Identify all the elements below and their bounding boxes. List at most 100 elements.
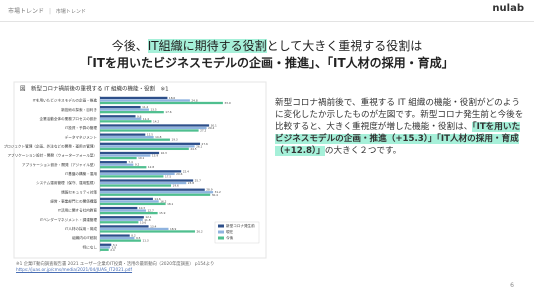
bar [100, 191, 214, 194]
bar [100, 151, 160, 155]
bar [100, 166, 147, 169]
bar [100, 163, 134, 166]
value-label: 23.8 [188, 181, 194, 185]
value-label: 20.6 [176, 172, 182, 176]
footnote: ※1 企業IT動向調査報告書 2021 ユーザー企業のIT投資・活用の最新動向（… [16, 262, 214, 274]
bar [100, 221, 139, 224]
bar [100, 218, 143, 221]
category-label: 情報セキュリティ対策 [61, 189, 97, 194]
footnote-url[interactable]: https://juas.or.jp/cms/media/2021/04/JUA… [16, 268, 133, 273]
bar [100, 209, 147, 212]
value-label: 17.5 [165, 174, 171, 178]
footnote-source: ※1 企業IT動向調査報告書 2021 ユーザー企業のIT投資・活用の最新動向（… [16, 262, 215, 267]
bar [100, 193, 211, 196]
bar [100, 105, 141, 109]
bar [100, 246, 111, 249]
bar [100, 227, 169, 231]
category-label: アプリケーション設計・開発（アジャイル型） [22, 162, 97, 167]
category-label: 組織内のIT統制 [72, 235, 97, 240]
bar [100, 108, 149, 111]
title-line-2: 「ITを用いたビジネスモデルの企画・推進」、「IT人材の採用・育成」 [80, 56, 454, 70]
legend-swatch [218, 224, 224, 228]
value-label: 11.2 [142, 105, 148, 109]
value-label: 13.9 [152, 154, 158, 158]
value-label: 15.9 [159, 211, 165, 215]
legend-swatch [218, 230, 224, 234]
value-label: 27.6 [202, 142, 208, 146]
page-number: 6 [510, 282, 514, 289]
bar [100, 175, 164, 178]
value-label: 24.8 [191, 98, 197, 102]
category-label: データマネジメント [65, 134, 98, 139]
chart-frame [13, 81, 267, 259]
bar [100, 230, 195, 233]
category-label: システム運用管理（保守、運用監視） [36, 180, 97, 185]
value-label: 14.2 [153, 119, 159, 123]
bar [100, 170, 182, 173]
header: 市場トレンド | 市場トレンド [8, 8, 86, 15]
bar [100, 216, 144, 219]
bar [100, 101, 223, 105]
legend-label: 新型コロナ発生前 [226, 223, 255, 228]
bar [100, 136, 154, 139]
value-label: 18.6 [169, 96, 175, 100]
bar [100, 200, 159, 203]
value-label: 18.9 [170, 227, 176, 231]
bar [100, 115, 136, 118]
value-label: 26.2 [196, 229, 202, 233]
bar [100, 133, 146, 136]
bar [100, 239, 141, 242]
bar [100, 145, 195, 148]
value-label: 10.6 [140, 220, 146, 224]
value-label: 8.2 [131, 234, 136, 238]
bar [100, 111, 164, 114]
value-label: 9.2 [135, 163, 140, 167]
value-label: 13.5 [150, 108, 156, 112]
value-label: 28.9 [206, 188, 212, 192]
bar [100, 124, 210, 127]
value-label: 17.6 [165, 110, 171, 114]
bar [100, 202, 166, 206]
bar [100, 188, 205, 191]
value-label: 12.5 [147, 133, 153, 137]
value-label: 30.4 [212, 193, 218, 197]
value-label: 12.8 [148, 165, 154, 169]
category-label: 新技術の探索・目利き [61, 107, 97, 112]
bar [100, 154, 151, 157]
bar [100, 147, 189, 151]
value-label: 7.4 [128, 160, 133, 164]
value-label: 33.9 [224, 101, 230, 105]
logo: nulab [492, 3, 524, 14]
section: 市場トレンド [8, 8, 45, 15]
value-label: 3.1 [113, 243, 118, 247]
category-label: IT人材の採用・育成 [65, 226, 97, 231]
bar [100, 161, 127, 164]
bar [100, 248, 109, 251]
title-highlight: IT組織に期待する役割 [147, 39, 267, 53]
subsection: 市場トレンド [55, 9, 86, 15]
bar [100, 142, 201, 145]
bar [100, 156, 137, 160]
category-label: IT活用に関する社内教育 [58, 208, 98, 213]
bar [100, 129, 199, 132]
value-label: 2.4 [110, 248, 115, 252]
value-label: 22.4 [183, 169, 189, 173]
value-label: 29.4 [208, 126, 214, 130]
value-label: 13.4 [150, 224, 156, 228]
value-label: 12.7 [148, 209, 154, 213]
value-label: 18.1 [167, 202, 173, 206]
value-label: 16.3 [161, 151, 167, 155]
value-label: 11.4 [143, 117, 149, 121]
category-label: プロジェクト管理（企画、外注などの開発・運用の管理） [4, 143, 97, 148]
value-label: 9.5 [136, 236, 141, 240]
value-label: 25.7 [195, 179, 201, 183]
category-label: アプリケーション設計・開発（ウォーターフォール型） [7, 153, 97, 158]
body-plain: 新型コロナ禍前後で、重視する IT 組織の機能・役割がどのように変化したか示した… [275, 98, 524, 132]
bar [100, 206, 138, 210]
value-label: 11.3 [142, 239, 148, 243]
category-label: IT投資・予算の管理 [65, 125, 97, 130]
value-label: 24.5 [190, 147, 196, 151]
bar [100, 234, 130, 237]
value-label: 30.1 [211, 123, 217, 127]
